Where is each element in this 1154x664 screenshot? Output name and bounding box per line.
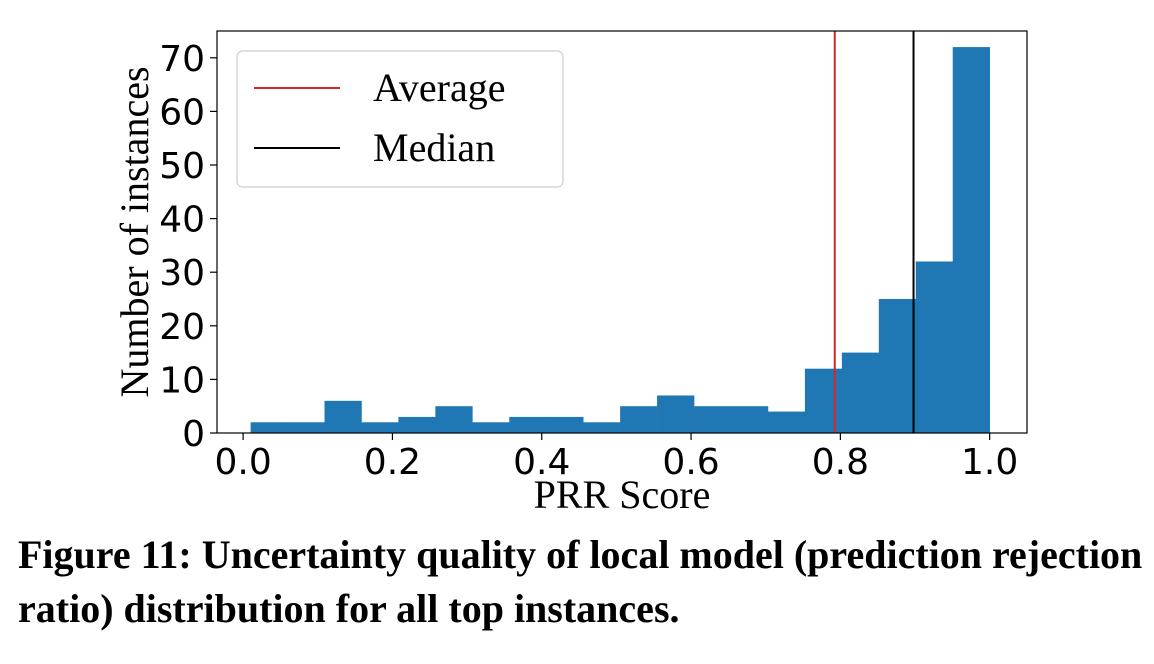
legend: Average Median — [236, 50, 564, 188]
plot-frame — [216, 30, 1028, 434]
histogram-chart: 0.0 0.2 0.4 0.6 0.8 1.0 0 10 20 30 40 50 60 70 PRR S… — [112, 30, 1028, 517]
histogram-bar — [509, 416, 547, 433]
histogram-bar — [435, 406, 473, 433]
x-axis-ticks: 0.0 0.2 0.4 0.6 0.8 1.0 — [214, 433, 1018, 483]
legend-label-average: Average — [373, 65, 506, 110]
histogram-bar — [841, 352, 880, 433]
y-axis-label: Number of instances — [112, 66, 157, 397]
y-tick-label: 30 — [159, 253, 205, 294]
histogram-bar — [767, 411, 806, 433]
x-tick-label: 0.4 — [513, 442, 570, 483]
x-tick-label: 1.0 — [961, 442, 1018, 483]
histogram-bar — [878, 299, 917, 433]
histogram-bar — [804, 368, 843, 433]
histogram-bar — [361, 422, 399, 433]
histogram-bar — [657, 395, 695, 433]
figure-caption: Figure 11: Uncertainty quality of local … — [18, 532, 1143, 631]
histogram-bar — [952, 47, 990, 433]
histogram-bar — [324, 400, 362, 433]
legend-label-median: Median — [373, 125, 495, 170]
x-axis-label: PRR Score — [534, 472, 711, 517]
reference-lines — [833, 31, 915, 433]
y-axis-ticks: 0 10 20 30 40 50 60 70 — [159, 39, 217, 455]
y-tick-label: 0 — [182, 414, 205, 455]
x-tick-label: 0.6 — [662, 442, 719, 483]
legend-box — [236, 50, 564, 188]
x-tick-label: 0.0 — [214, 442, 271, 483]
x-tick-label: 0.2 — [364, 442, 421, 483]
y-tick-label: 50 — [159, 146, 205, 187]
histogram-bar — [398, 416, 436, 433]
y-tick-label: 60 — [159, 92, 205, 133]
histogram-bar — [915, 261, 954, 433]
y-tick-label: 20 — [159, 307, 205, 348]
y-tick-label: 40 — [159, 200, 205, 241]
histogram-bar — [472, 422, 510, 433]
histogram-bar — [694, 406, 732, 433]
histogram-bar — [730, 406, 769, 433]
histogram-bar — [583, 422, 621, 433]
y-tick-label: 10 — [159, 360, 205, 401]
histogram-bars — [250, 47, 990, 433]
y-tick-label: 70 — [159, 39, 205, 80]
x-tick-label: 0.8 — [812, 442, 869, 483]
histogram-bar — [620, 406, 658, 433]
histogram-bar — [250, 422, 288, 433]
histogram-bar — [287, 422, 325, 433]
histogram-bar — [546, 416, 584, 433]
